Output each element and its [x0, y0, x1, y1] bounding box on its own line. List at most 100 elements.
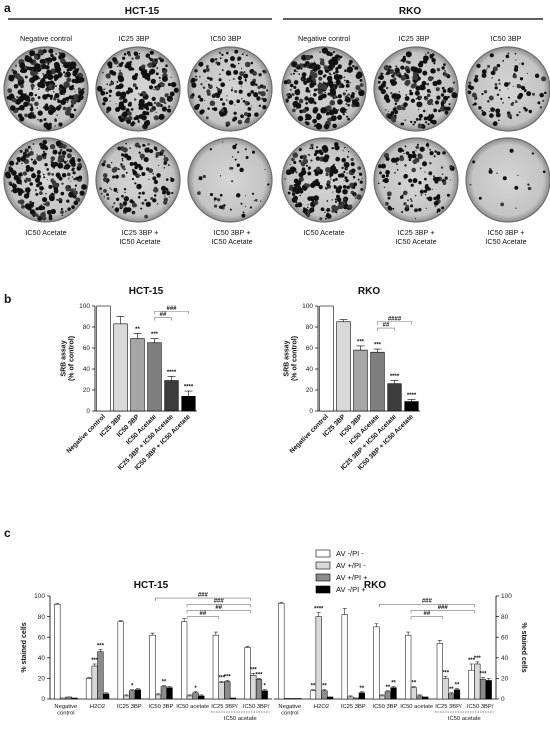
colony-dot [251, 81, 256, 86]
colony-dot [244, 118, 250, 124]
colony-dot [412, 150, 416, 155]
colony-dot [22, 66, 24, 68]
colony-dot [121, 174, 126, 178]
colony-dot [48, 216, 53, 221]
colony-dot [258, 73, 262, 77]
colony-dot [421, 161, 428, 167]
colony-dot [106, 106, 112, 112]
colony-dot [306, 77, 312, 83]
colony-dot [238, 89, 243, 94]
colony-dot [424, 194, 427, 196]
colony-dot [488, 95, 494, 101]
colony-dot [230, 166, 234, 170]
colony-dot [34, 159, 36, 161]
category-label-line: Negative [54, 704, 77, 710]
colony-dot [17, 200, 21, 204]
colony-dot [402, 190, 408, 196]
colony-dot [244, 61, 251, 68]
significance-label: *** [250, 667, 258, 673]
bar [261, 690, 268, 700]
legend-swatch [315, 549, 331, 558]
colony-dot [425, 207, 428, 210]
colony-dot [197, 191, 201, 196]
colony-dot [335, 156, 341, 162]
colony-dot [450, 179, 452, 181]
legend-swatch [315, 573, 331, 582]
significance-label: ** [391, 681, 396, 687]
plate-dish [187, 137, 273, 223]
colony-dot [443, 72, 448, 77]
category-label: H2O2 [90, 704, 105, 710]
colony-dot [429, 91, 432, 93]
colony-dot [399, 156, 405, 162]
colony-dot [517, 97, 519, 99]
colony-dot [384, 94, 390, 100]
colony-dot [345, 97, 351, 103]
colony-dot [156, 203, 159, 205]
colony-dot [389, 79, 391, 81]
colony-dot [333, 163, 335, 166]
colony-dot [34, 93, 38, 97]
colony-dot [42, 139, 48, 145]
colony-dot [345, 108, 348, 111]
colony-dot [105, 73, 111, 79]
colony-dot [106, 182, 108, 184]
colony-dot [519, 63, 521, 65]
colony-dot [225, 70, 232, 76]
colony-dot [29, 77, 36, 84]
panel-c-label: c [4, 526, 11, 540]
colony-dot [441, 86, 445, 90]
colony-dot [437, 96, 441, 100]
colony-dot [57, 72, 63, 77]
colony-dot [474, 74, 477, 78]
category-label: Negative control [278, 704, 301, 716]
colony-dot [39, 59, 45, 64]
colony-dot [135, 77, 138, 80]
chart-title: HCT-15 [129, 286, 164, 297]
colony-dot [344, 146, 346, 149]
plate-label-hct-negative: Negative control [20, 34, 72, 43]
colony-dot [54, 183, 60, 188]
colony-dot [125, 171, 128, 174]
colony-dot [313, 92, 317, 97]
colony-dot [308, 64, 314, 69]
colony-dot [36, 174, 41, 179]
colony-dot [8, 166, 12, 170]
colony-dot [317, 124, 320, 127]
colony-dot [57, 98, 60, 101]
colony-dot [119, 204, 124, 208]
colony-dot [444, 176, 448, 180]
colony-dot [242, 99, 246, 103]
colony-dot [444, 110, 449, 115]
bar [442, 678, 449, 700]
bar [321, 690, 328, 700]
colony-dot [415, 117, 419, 121]
colony-dot [317, 69, 324, 76]
y-tick-label: 20 [83, 387, 91, 394]
colony-dot [191, 77, 196, 83]
colony-dot [194, 75, 198, 78]
category-label-line: control [57, 710, 74, 716]
colony-dot [135, 86, 139, 90]
bar [212, 634, 219, 700]
colony-dot [254, 112, 259, 117]
bar [192, 692, 199, 700]
significance-label: *** [357, 339, 365, 345]
colony-dot [62, 161, 64, 163]
colony-dot [8, 75, 15, 82]
colony-dot [329, 175, 332, 178]
bar [91, 665, 98, 700]
colony-dot [407, 153, 413, 159]
bar [71, 697, 78, 700]
colony-dot [35, 207, 39, 211]
colony-dot [23, 179, 28, 183]
colony-dot [240, 114, 244, 118]
colony-dot [387, 68, 391, 72]
colony-dot [103, 188, 107, 193]
significance-label: *** [97, 644, 105, 650]
colony-dot [323, 146, 329, 152]
colony-dot [305, 60, 310, 66]
colony-dot [502, 101, 504, 104]
colony-dot [51, 173, 55, 176]
colony-dot [416, 101, 423, 108]
